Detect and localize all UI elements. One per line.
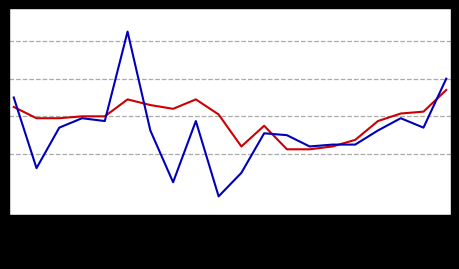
Alkuperäinen sarja: [170, 181, 175, 184]
Line: Alkuperäinen sarja: Alkuperäinen sarja: [14, 32, 445, 196]
Kausitasoitettu sarja: [147, 104, 153, 107]
Alkuperäinen sarja: [397, 117, 403, 120]
Alkuperäinen sarja: [124, 30, 130, 33]
Alkuperäinen sarja: [79, 117, 84, 120]
Alkuperäinen sarja: [352, 143, 357, 146]
Alkuperäinen sarja: [56, 126, 62, 129]
Kausitasoitettu sarja: [193, 98, 198, 101]
Alkuperäinen sarja: [11, 96, 17, 99]
Kausitasoitettu sarja: [124, 98, 130, 101]
Kausitasoitettu sarja: [102, 115, 107, 118]
Alkuperäinen sarja: [147, 129, 153, 132]
Alkuperäinen sarja: [284, 134, 289, 137]
Kausitasoitettu sarja: [79, 115, 84, 118]
Kausitasoitettu sarja: [397, 112, 403, 115]
Kausitasoitettu sarja: [215, 113, 221, 116]
Kausitasoitettu sarja: [261, 124, 266, 128]
Kausitasoitettu sarja: [238, 145, 244, 148]
Alkuperäinen sarja: [193, 119, 198, 123]
Kausitasoitettu sarja: [442, 88, 448, 91]
Alkuperäinen sarja: [102, 119, 107, 123]
Alkuperäinen sarja: [375, 129, 380, 132]
Kausitasoitettu sarja: [56, 117, 62, 120]
Alkuperäinen sarja: [34, 167, 39, 170]
Kausitasoitettu sarja: [375, 119, 380, 123]
Kausitasoitettu sarja: [11, 105, 17, 109]
Kausitasoitettu sarja: [306, 148, 312, 151]
Alkuperäinen sarja: [238, 171, 244, 175]
Kausitasoitettu sarja: [352, 138, 357, 141]
Kausitasoitettu sarja: [329, 145, 335, 148]
Kausitasoitettu sarja: [284, 148, 289, 151]
Alkuperäinen sarja: [442, 77, 448, 80]
Alkuperäinen sarja: [306, 145, 312, 148]
Alkuperäinen sarja: [215, 195, 221, 198]
Kausitasoitettu sarja: [420, 110, 425, 113]
Alkuperäinen sarja: [420, 126, 425, 129]
Kausitasoitettu sarja: [34, 117, 39, 120]
Alkuperäinen sarja: [261, 132, 266, 135]
Kausitasoitettu sarja: [170, 107, 175, 111]
Line: Kausitasoitettu sarja: Kausitasoitettu sarja: [14, 90, 445, 149]
Alkuperäinen sarja: [329, 143, 335, 146]
